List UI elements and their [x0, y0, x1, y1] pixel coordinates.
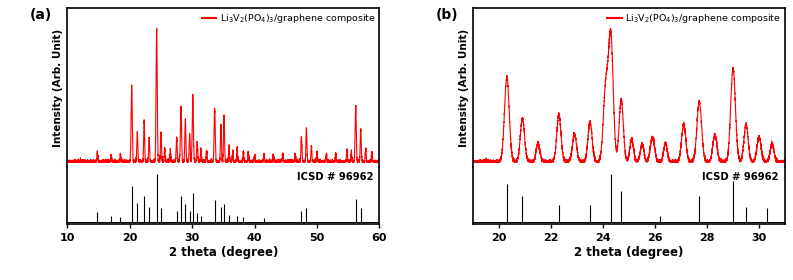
Legend: Li$_3$V$_2$(PO$_4$)$_3$/graphene composite: Li$_3$V$_2$(PO$_4$)$_3$/graphene composi… [201, 11, 377, 26]
X-axis label: 2 theta (degree): 2 theta (degree) [169, 246, 278, 259]
Text: (b): (b) [435, 8, 458, 22]
Legend: Li$_3$V$_2$(PO$_4$)$_3$/graphene composite: Li$_3$V$_2$(PO$_4$)$_3$/graphene composi… [607, 11, 782, 26]
Text: ICSD # 96962: ICSD # 96962 [703, 172, 779, 182]
Text: ICSD # 96962: ICSD # 96962 [297, 172, 374, 182]
X-axis label: 2 theta (degree): 2 theta (degree) [574, 246, 684, 259]
Y-axis label: Intensity (Arb. Unit): Intensity (Arb. Unit) [459, 29, 469, 147]
Text: (a): (a) [30, 8, 52, 22]
Y-axis label: Intensity (Arb. Unit): Intensity (Arb. Unit) [53, 29, 63, 147]
